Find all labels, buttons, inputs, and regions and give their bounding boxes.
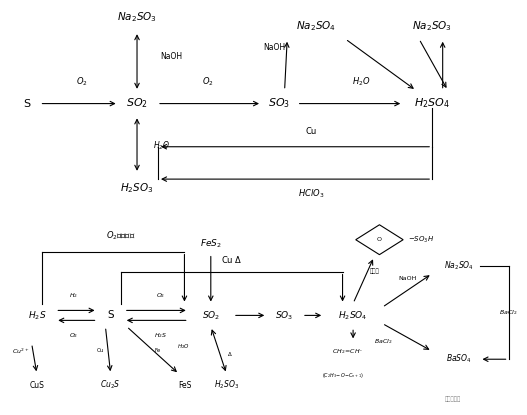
Text: $H_2O$: $H_2O$ (153, 139, 170, 152)
Text: $Na_2SO_4$: $Na_2SO_4$ (444, 259, 473, 272)
Text: $Cu_2S$: $Cu_2S$ (101, 379, 121, 391)
Text: $(C_2H_3\!-\!O\!-\!C_{n+1})$: $(C_2H_3\!-\!O\!-\!C_{n+1})$ (321, 371, 364, 380)
Text: $H_2O$: $H_2O$ (177, 342, 190, 351)
Text: $Na_2SO_3$: $Na_2SO_3$ (117, 10, 157, 24)
Text: $H_2S$: $H_2S$ (154, 331, 168, 340)
Text: CuS: CuS (30, 381, 44, 390)
Text: NaOH: NaOH (161, 51, 183, 61)
Text: $FeS_2$: $FeS_2$ (200, 237, 222, 250)
Text: $H_2SO_3$: $H_2SO_3$ (214, 379, 239, 391)
Text: $O_2$: $O_2$ (69, 331, 79, 340)
Text: $H_2O$: $H_2O$ (352, 76, 370, 88)
Text: $H_2SO_4$: $H_2SO_4$ (338, 309, 368, 322)
Text: （液）: （液） (369, 269, 379, 274)
Text: $H_2S$: $H_2S$ (27, 309, 46, 322)
Text: $SO_3$: $SO_3$ (268, 97, 290, 110)
Text: $O_2$: $O_2$ (202, 76, 214, 88)
Text: 中学化学园: 中学化学园 (445, 396, 461, 402)
Text: Cu: Cu (305, 127, 317, 136)
Text: $O_2$: $O_2$ (156, 291, 165, 300)
Text: $SO_2$: $SO_2$ (202, 309, 220, 322)
Text: S: S (108, 310, 114, 320)
Text: $BaSO_4$: $BaSO_4$ (446, 353, 471, 366)
Text: $Na_2SO_4$: $Na_2SO_4$ (296, 19, 336, 33)
Text: $CH_2\!=\!CH\cdot$: $CH_2\!=\!CH\cdot$ (332, 347, 364, 356)
Text: $H_2SO_4$: $H_2SO_4$ (414, 97, 450, 110)
Text: $SO_3$: $SO_3$ (276, 309, 294, 322)
Text: $Na_2SO_3$: $Na_2SO_3$ (412, 19, 452, 33)
Text: $BaCl_2$: $BaCl_2$ (374, 337, 393, 346)
Text: $O_2$: $O_2$ (76, 76, 87, 88)
Text: $-SO_3H$: $-SO_3H$ (408, 234, 435, 245)
Text: Cu: Cu (96, 348, 104, 353)
Text: NaOH: NaOH (264, 43, 286, 52)
Text: NaOH: NaOH (398, 276, 416, 281)
Text: Cu $\Delta$: Cu $\Delta$ (221, 254, 242, 265)
Text: S: S (23, 99, 30, 109)
Text: FeS: FeS (178, 381, 191, 390)
Text: $BaCl_2$: $BaCl_2$ (499, 308, 518, 317)
Text: $H_2$: $H_2$ (69, 291, 79, 300)
Text: $H_2SO_3$: $H_2SO_3$ (120, 181, 154, 195)
Text: $SO_2$: $SO_2$ (126, 97, 148, 110)
Text: O: O (377, 237, 382, 242)
Text: Fe: Fe (155, 348, 161, 353)
Text: $HClO_3$: $HClO_3$ (298, 188, 324, 200)
Text: $O_2$（足量）: $O_2$（足量） (106, 229, 136, 242)
Text: $\Delta$: $\Delta$ (227, 350, 232, 358)
Text: $Cu^{2+}$: $Cu^{2+}$ (12, 347, 30, 356)
